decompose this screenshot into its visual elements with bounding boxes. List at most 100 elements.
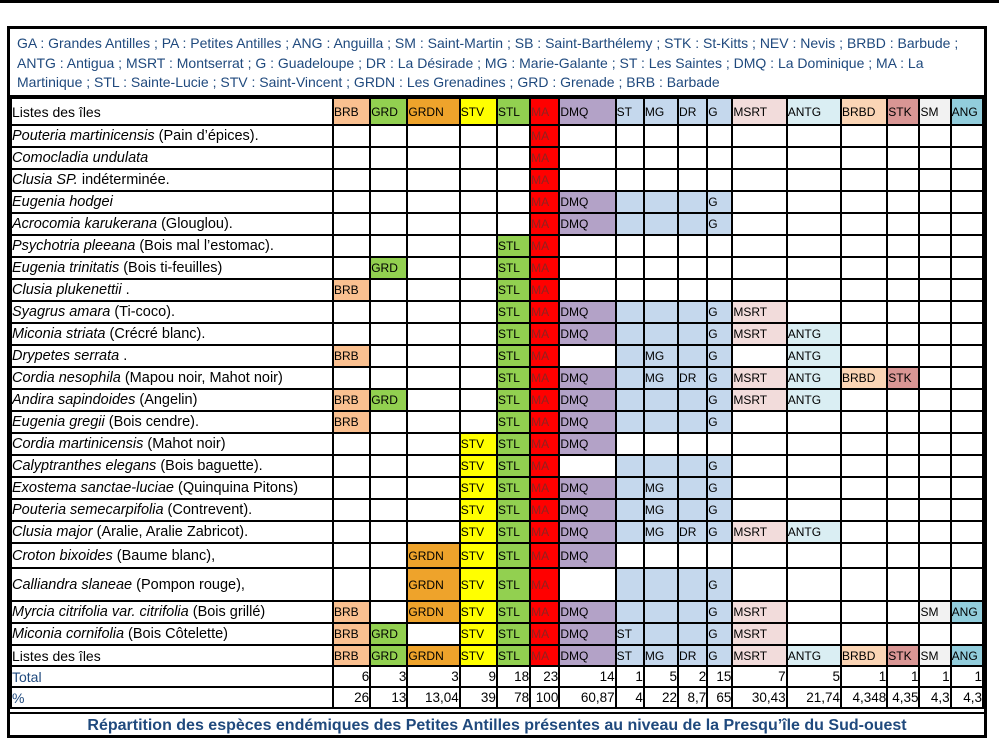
presence-cell-stl: STL	[495, 542, 532, 569]
presence-cell-ma: MA	[529, 322, 561, 346]
presence-cell-g: G	[706, 454, 734, 478]
species-row: Eugenia trinitatis (Bois ti-feuilles) GRD…	[10, 256, 984, 280]
species-scientific-name: Pouteria semecarpifolia	[12, 502, 164, 518]
presence-cell-msrt: MSRT	[731, 600, 788, 624]
presence-cell-stl: STL	[495, 300, 532, 324]
presence-cell-brbd	[840, 567, 889, 602]
species-name: Eugenia gregii (Bois cendre).	[10, 410, 334, 434]
presence-cell-grd	[369, 476, 409, 500]
presence-cell-ang	[949, 567, 984, 602]
island-header-brb: BRB	[331, 644, 372, 667]
total-row-stv: 9	[458, 665, 498, 688]
presence-cell-brb	[331, 454, 372, 478]
presence-cell-brbd	[840, 322, 889, 346]
presence-cell-grd	[369, 300, 409, 324]
presence-cell-dmq	[558, 234, 617, 258]
presence-cell-dr	[677, 622, 709, 646]
presence-cell-brbd	[840, 542, 889, 569]
presence-cell-msrt	[731, 476, 788, 500]
presence-cell-g: G	[706, 410, 734, 434]
presence-cell-ang	[949, 190, 984, 214]
presence-cell-sm	[918, 278, 952, 302]
presence-cell-stk	[886, 168, 921, 192]
presence-cell-st	[614, 256, 645, 280]
species-common-name: (Pain d’épices).	[154, 128, 259, 144]
presence-cell-ang: ANG	[949, 600, 984, 624]
total-row-g: 15	[706, 665, 734, 688]
presence-cell-sm	[918, 366, 952, 390]
presence-cell-stk	[886, 256, 921, 280]
presence-cell-stv	[458, 366, 498, 390]
species-scientific-name: Clusia plukenettii	[12, 282, 122, 298]
presence-cell-grd: GRD	[369, 388, 409, 412]
presence-cell-antg: ANTG	[785, 366, 843, 390]
presence-cell-ma: MA	[529, 124, 561, 148]
presence-cell-stv	[458, 190, 498, 214]
island-header-dr: DR	[677, 97, 709, 126]
presence-cell-stl: STL	[495, 234, 532, 258]
presence-cell-sm	[918, 542, 952, 569]
species-common-name: (Bois mal l’estomac).	[135, 238, 274, 254]
presence-cell-mg	[642, 300, 680, 324]
presence-cell-g	[706, 168, 734, 192]
species-name: Acrocomia karukerana (Glouglou).	[10, 212, 334, 236]
presence-cell-sm	[918, 498, 952, 522]
species-scientific-name: Calyptranthes elegans	[12, 458, 157, 474]
presence-cell-msrt	[731, 146, 788, 170]
presence-cell-antg: ANTG	[785, 388, 843, 412]
presence-cell-st	[614, 454, 645, 478]
total-row-mg: 5	[642, 665, 680, 688]
presence-cell-grdn	[406, 410, 461, 434]
presence-cell-mg	[642, 542, 680, 569]
presence-cell-ma: MA	[529, 454, 561, 478]
total-row-ang: 1	[949, 665, 984, 688]
presence-cell-brb	[331, 366, 372, 390]
presence-cell-g: G	[706, 476, 734, 500]
presence-cell-brb	[331, 212, 372, 236]
island-header-sm: SM	[918, 644, 952, 667]
island-header-brb: BRB	[331, 97, 372, 126]
total-row-sm: 1	[918, 665, 952, 688]
presence-cell-antg	[785, 168, 843, 192]
presence-cell-stl: STL	[495, 410, 532, 434]
presence-cell-sm	[918, 567, 952, 602]
presence-cell-msrt	[731, 410, 788, 434]
total-row-label: Total	[10, 665, 334, 688]
species-common-name: .	[119, 348, 128, 364]
presence-cell-stl: STL	[495, 498, 532, 522]
presence-cell-dr	[677, 190, 709, 214]
species-common-name: (Bois Côtelette)	[124, 626, 228, 642]
presence-cell-grd	[369, 410, 409, 434]
presence-cell-ma: MA	[529, 388, 561, 412]
species-name: Pouteria martinicensis (Pain d’épices).	[10, 124, 334, 148]
column-header-row: Listes des îles BRB GRD GRDN STV STL MA DMQ ST MG…	[10, 97, 984, 126]
presence-cell-dmq: DMQ	[558, 520, 617, 544]
species-name: Miconia cornifolia (Bois Côtelette)	[10, 622, 334, 646]
presence-cell-brb	[331, 300, 372, 324]
presence-cell-antg	[785, 454, 843, 478]
island-header-dmq: DMQ	[558, 97, 617, 126]
presence-cell-mg	[642, 600, 680, 624]
presence-cell-g: G	[706, 344, 734, 368]
species-name: Calyptranthes elegans (Bois baguette).	[10, 454, 334, 478]
presence-cell-ang	[949, 146, 984, 170]
presence-cell-brbd	[840, 432, 889, 456]
presence-cell-stv	[458, 278, 498, 302]
presence-cell-sm	[918, 622, 952, 646]
species-scientific-name: Eugenia gregii	[12, 414, 105, 430]
presence-cell-stk: STK	[886, 366, 921, 390]
presence-cell-grd	[369, 432, 409, 456]
presence-cell-st	[614, 476, 645, 500]
species-name: Syagrus amara (Ti-coco).	[10, 300, 334, 324]
presence-cell-g	[706, 234, 734, 258]
island-header-grd: GRD	[369, 97, 409, 126]
presence-cell-stv	[458, 234, 498, 258]
island-header-stl: STL	[495, 97, 532, 126]
presence-cell-stl	[495, 146, 532, 170]
presence-cell-grdn	[406, 124, 461, 148]
presence-cell-stv	[458, 124, 498, 148]
presence-cell-stl: STL	[495, 344, 532, 368]
total-row-st: 1	[614, 665, 645, 688]
presence-cell-st	[614, 322, 645, 346]
footer-header-row: Listes des îles BRB GRD GRDN STV STL MA DMQ ST MG…	[10, 644, 984, 667]
